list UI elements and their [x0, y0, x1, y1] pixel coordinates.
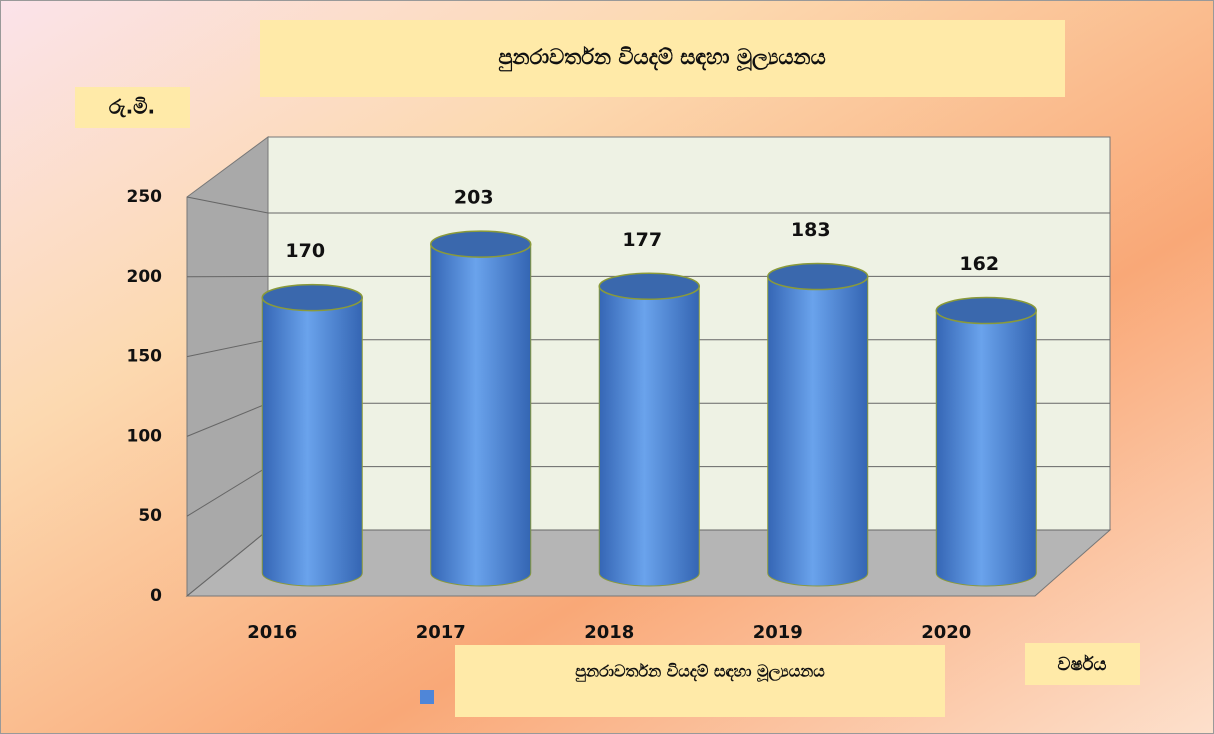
legend-label: පුනරාවර්තන වියදම් සඳහා මූල්‍යයනය: [575, 662, 825, 683]
title-box: [260, 20, 1065, 97]
bar: [261, 297, 363, 587]
side-grid-line: [186, 529, 269, 597]
data-label: 183: [791, 219, 831, 241]
bar: [598, 286, 700, 587]
bar-top: [935, 296, 1037, 325]
x-tick-label: 2018: [584, 622, 634, 643]
x-tick-label: 2017: [416, 622, 466, 643]
data-label: 177: [622, 229, 662, 251]
data-label: 162: [959, 253, 999, 275]
side-wall: [186, 136, 269, 598]
y-axis-label: රු.මි.: [109, 95, 155, 119]
y-tick-label: 200: [127, 267, 163, 287]
x-tick-label: 2020: [921, 622, 971, 643]
bar-top: [598, 272, 700, 301]
y-tick-label: 150: [127, 347, 163, 367]
y-tick-label: 100: [127, 426, 163, 446]
legend-box: [455, 645, 945, 717]
x-label-box: [1025, 643, 1140, 685]
data-label: 203: [454, 187, 494, 209]
y-tick-label: 250: [127, 187, 163, 207]
side-grid-line: [186, 402, 269, 437]
data-label: 170: [285, 240, 325, 262]
bar-top: [430, 230, 532, 258]
bar: [767, 276, 869, 587]
plot: 0 50 100 150 200 250 170 2016 203 2017 177 2018 183 2…: [127, 187, 1110, 643]
legend-swatch: [420, 690, 434, 704]
x-tick-label: 2016: [247, 622, 297, 643]
bar: [935, 310, 1037, 587]
bar-top: [767, 262, 869, 291]
x-tick-label: 2019: [753, 622, 803, 643]
y-tick-label: 0: [150, 586, 162, 606]
y-label-box: [75, 87, 190, 128]
y-tick-label: 50: [138, 506, 162, 526]
bar: [430, 244, 532, 587]
side-grid-line: [186, 196, 269, 214]
side-grid-line: [186, 339, 269, 358]
x-axis-label: වර්ෂය: [1058, 653, 1107, 675]
chart-title: පුනරාවර්තන වියදම් සඳහා මූල්‍යයනය: [498, 45, 825, 72]
bar-top: [261, 283, 363, 312]
side-grid-line: [186, 466, 269, 517]
